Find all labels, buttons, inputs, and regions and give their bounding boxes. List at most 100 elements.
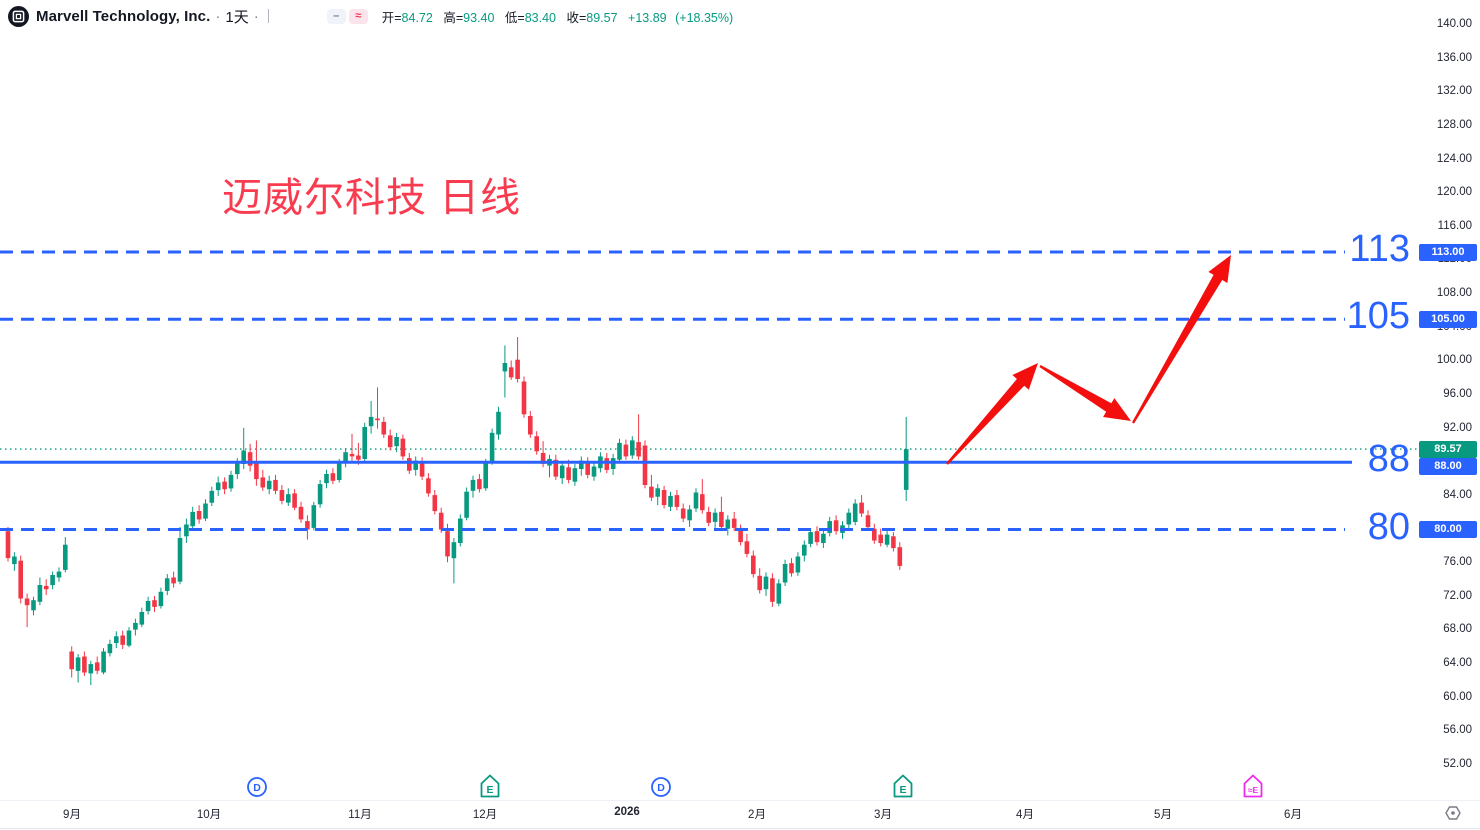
- candle: [553, 459, 559, 477]
- projection-arrow[interactable]: [946, 363, 1038, 465]
- candle: [579, 460, 584, 469]
- price-tick-label: 76.00: [1443, 556, 1472, 569]
- svg-text:D: D: [657, 782, 665, 794]
- level-price-label-88[interactable]: 88: [1367, 438, 1410, 481]
- level-price-label-113[interactable]: 113: [1349, 228, 1410, 271]
- candle: [789, 563, 794, 574]
- candle: [585, 462, 590, 475]
- candle: [145, 601, 151, 612]
- candle: [349, 453, 355, 457]
- chart-title-annotation[interactable]: 迈威尔科技 日线: [222, 176, 522, 220]
- price-scale-settings-icon[interactable]: [1445, 806, 1461, 820]
- minimize-pill-icon[interactable]: –: [326, 8, 346, 24]
- time-tick-label-5月[interactable]: 5月: [1154, 809, 1172, 821]
- symbol-logo-icon[interactable]: [8, 5, 29, 27]
- time-tick-label-4月[interactable]: 4月: [1016, 809, 1034, 821]
- candle: [751, 555, 756, 575]
- candle: [706, 511, 711, 523]
- candle: [152, 600, 157, 607]
- candle: [757, 575, 762, 591]
- candle: [184, 524, 189, 537]
- candle: [37, 585, 43, 602]
- projection-arrow[interactable]: [1039, 365, 1131, 421]
- candle: [795, 556, 801, 573]
- price-badge-113.00: 113.00: [1419, 243, 1477, 261]
- time-tick-label-6月[interactable]: 6月: [1284, 809, 1302, 821]
- candle: [209, 490, 215, 503]
- candle: [477, 479, 482, 490]
- candle: [362, 427, 367, 459]
- candle: [368, 416, 374, 427]
- candle: [700, 494, 705, 511]
- candle: [872, 528, 877, 541]
- candle: [878, 534, 883, 543]
- level-price-label-105[interactable]: 105: [1346, 295, 1410, 338]
- level-price-label-80[interactable]: 80: [1367, 505, 1410, 548]
- candle: [534, 436, 539, 452]
- candle: [24, 598, 30, 606]
- earnings-marker-icon[interactable]: E: [893, 774, 913, 798]
- candle: [693, 492, 699, 509]
- candle: [897, 547, 903, 566]
- candle: [687, 509, 692, 521]
- candle: [88, 664, 94, 674]
- candle: [82, 656, 87, 673]
- time-tick-label-11月[interactable]: 11月: [348, 809, 372, 821]
- time-tick-label-9月[interactable]: 9月: [63, 809, 81, 821]
- earnings-marker-icon[interactable]: E: [480, 774, 500, 798]
- symbol-title[interactable]: Marvell Technology, Inc.: [36, 7, 211, 25]
- candle: [292, 493, 297, 508]
- price-tick-label: 140.00: [1436, 18, 1472, 30]
- candle: [674, 495, 680, 507]
- dividend-marker-icon[interactable]: D: [651, 777, 671, 797]
- candle: [559, 465, 565, 479]
- price-tick-label: 56.00: [1443, 724, 1472, 737]
- projection-arrow[interactable]: [1132, 255, 1231, 424]
- time-tick-label-12月[interactable]: 12月: [472, 809, 498, 821]
- candle: [31, 600, 36, 611]
- candle: [827, 521, 832, 533]
- earnings-estimate-marker-icon[interactable]: ≈E: [1243, 774, 1263, 798]
- candle: [279, 490, 285, 501]
- candle: [649, 486, 654, 498]
- low-label: 低=: [504, 10, 525, 25]
- candle: [43, 585, 49, 590]
- price-tick-label: 128.00: [1436, 118, 1472, 131]
- price-tick-label: 84.00: [1443, 488, 1472, 501]
- dividend-marker-icon[interactable]: D: [247, 777, 267, 797]
- candle: [158, 591, 164, 607]
- candle: [731, 518, 737, 528]
- candle: [859, 502, 864, 514]
- price-badge-105.00: 105.00: [1419, 310, 1477, 328]
- candle: [305, 521, 310, 530]
- candle: [107, 643, 113, 654]
- candle: [394, 437, 399, 447]
- candle: [782, 564, 788, 583]
- candle: [680, 508, 686, 519]
- candle: [387, 435, 393, 448]
- svg-text:E: E: [486, 784, 493, 796]
- price-tick-label: 52.00: [1443, 758, 1472, 770]
- price-tick-label: 108.00: [1436, 287, 1472, 300]
- candle: [324, 474, 329, 484]
- interval-label[interactable]: 1天: [225, 8, 249, 26]
- candle: [438, 512, 444, 530]
- candle: [196, 511, 202, 520]
- candle: [814, 531, 820, 543]
- ohlc-readout: 开=84.72 高=93.40 低=83.40 收=89.57 +13.89 (…: [382, 7, 733, 26]
- time-tick-label-3月[interactable]: 3月: [874, 809, 892, 821]
- candle: [458, 518, 463, 543]
- candle: [171, 577, 176, 584]
- candle: [661, 490, 667, 506]
- candle: [808, 532, 813, 544]
- candle: [426, 478, 431, 494]
- candle: [655, 488, 660, 497]
- time-tick-label-10月[interactable]: 10月: [196, 809, 222, 821]
- candle: [407, 458, 412, 471]
- candle: [69, 651, 74, 670]
- approx-pill-icon[interactable]: ≈: [348, 8, 368, 24]
- candle: [375, 418, 380, 421]
- time-tick-label-2月[interactable]: 2月: [748, 809, 766, 821]
- time-tick-label-2026[interactable]: 2026: [614, 806, 640, 818]
